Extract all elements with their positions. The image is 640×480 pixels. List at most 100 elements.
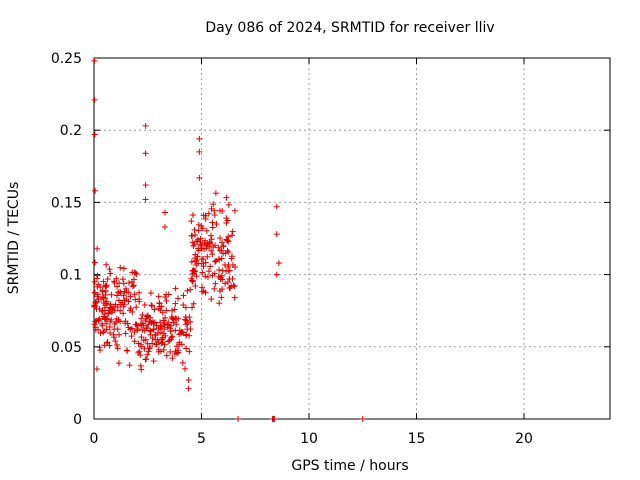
- data-point: [213, 221, 220, 228]
- data-point: [93, 317, 100, 324]
- data-point: [153, 341, 160, 348]
- data-point: [162, 294, 169, 301]
- data-point: [91, 57, 98, 64]
- data-point: [94, 272, 101, 279]
- data-point: [127, 305, 134, 312]
- data-point: [161, 209, 168, 216]
- y-tick-label: 0.1: [60, 268, 82, 284]
- data-point: [150, 358, 157, 365]
- data-point: [218, 239, 225, 246]
- data-point: [138, 341, 145, 348]
- data-point: [229, 228, 236, 235]
- data-point: [209, 251, 216, 258]
- data-point: [224, 237, 231, 244]
- data-point: [157, 307, 164, 314]
- data-point: [208, 296, 215, 303]
- data-point: [133, 304, 140, 311]
- data-point: [91, 259, 98, 266]
- data-point: [167, 322, 174, 329]
- data-point: [113, 275, 120, 282]
- data-point: [231, 294, 238, 301]
- axis-ticks: [93, 57, 610, 420]
- data-point: [182, 316, 189, 323]
- data-point: [184, 320, 191, 327]
- data-point: [128, 333, 135, 340]
- data-point: [133, 271, 140, 278]
- data-point: [175, 349, 182, 356]
- data-point: [189, 277, 196, 284]
- data-point: [177, 330, 184, 337]
- data-point: [185, 385, 192, 392]
- data-point: [110, 303, 117, 310]
- data-point: [216, 266, 223, 273]
- data-point: [273, 231, 280, 238]
- data-point: [188, 218, 195, 225]
- data-point: [275, 260, 282, 267]
- data-point: [211, 212, 218, 219]
- data-point: [128, 278, 135, 285]
- data-point: [158, 303, 165, 310]
- y-tick-label: 0.25: [51, 51, 82, 67]
- data-point: [205, 210, 212, 217]
- data-point: [136, 289, 143, 296]
- data-point: [217, 275, 224, 282]
- data-point: [175, 315, 182, 322]
- data-point: [229, 253, 236, 260]
- data-point: [138, 366, 145, 373]
- data-point: [216, 300, 223, 307]
- data-point: [185, 377, 192, 384]
- data-point: [229, 261, 236, 268]
- data-point: [196, 148, 203, 155]
- data-point: [203, 245, 210, 252]
- data-point: [148, 302, 155, 309]
- data-point: [202, 259, 209, 266]
- y-tick-label: 0.15: [51, 195, 82, 211]
- data-point: [225, 233, 232, 240]
- data-point: [225, 201, 232, 208]
- data-point: [102, 283, 109, 290]
- data-point: [161, 326, 168, 333]
- data-point: [122, 285, 129, 292]
- data-point: [117, 290, 124, 297]
- data-point: [212, 280, 219, 287]
- data-point: [107, 301, 114, 308]
- data-point: [169, 355, 176, 362]
- data-point: [190, 300, 197, 307]
- data-point: [225, 263, 232, 270]
- data-point: [106, 342, 113, 349]
- data-point: [123, 296, 130, 303]
- data-point: [145, 321, 152, 328]
- data-point: [196, 174, 203, 181]
- data-point: [222, 280, 229, 287]
- data-point: [91, 289, 98, 296]
- data-point: [192, 268, 199, 275]
- data-point: [225, 238, 232, 245]
- data-point: [117, 307, 124, 314]
- data-point: [120, 310, 127, 317]
- data-point: [146, 345, 153, 352]
- data-point: [197, 245, 204, 252]
- data-point: [143, 313, 150, 320]
- data-point: [220, 242, 227, 249]
- data-point: [91, 131, 98, 138]
- x-tick-label: 20: [515, 431, 533, 447]
- data-point: [126, 279, 133, 286]
- data-point: [132, 296, 139, 303]
- data-point: [124, 320, 131, 327]
- data-point: [131, 338, 138, 345]
- data-point: [114, 283, 121, 290]
- data-point: [359, 416, 366, 422]
- data-point: [142, 150, 149, 157]
- data-point: [155, 293, 162, 300]
- data-point: [157, 348, 164, 355]
- data-point: [113, 292, 120, 299]
- data-point: [127, 293, 134, 300]
- data-point: [167, 348, 174, 355]
- data-point: [166, 337, 173, 344]
- data-point: [100, 313, 107, 320]
- data-point: [271, 416, 278, 422]
- data-point: [224, 279, 231, 286]
- data-point: [101, 304, 108, 311]
- data-point: [138, 334, 145, 341]
